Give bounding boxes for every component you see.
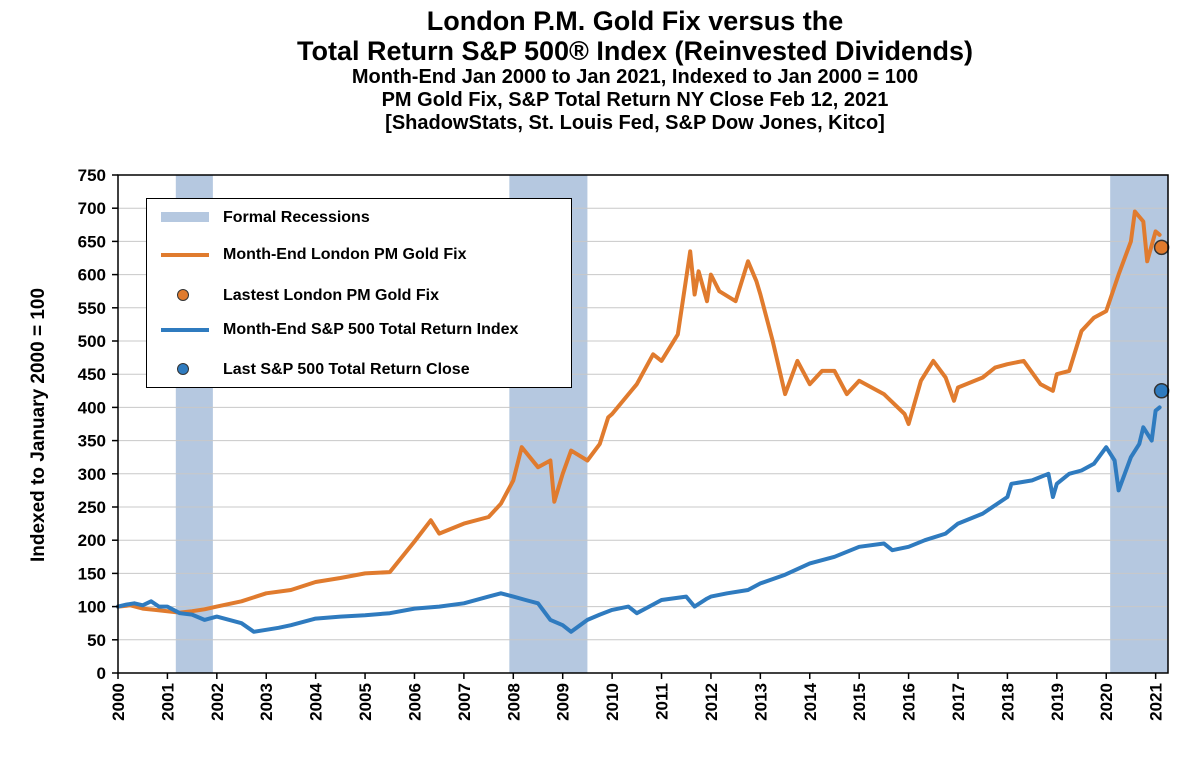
- chart-title-line2: Total Return S&P 500® Index (Reinvested …: [296, 36, 974, 66]
- y-tick-label-700: 700: [78, 199, 106, 218]
- legend-swatch-sp-dot: [177, 363, 189, 375]
- x-tick-label-2008: 2008: [504, 683, 523, 721]
- y-tick-label-650: 650: [78, 232, 106, 251]
- legend-swatch-recessions: [161, 212, 209, 222]
- x-tick-label-2004: 2004: [307, 682, 326, 720]
- x-tick-label-2018: 2018: [998, 683, 1017, 721]
- y-tick-label-100: 100: [78, 598, 106, 617]
- x-tick-label-2017: 2017: [949, 683, 968, 721]
- x-tick-label-2001: 2001: [158, 683, 177, 721]
- x-tick-label-2002: 2002: [208, 683, 227, 721]
- x-tick-label-2015: 2015: [850, 683, 869, 721]
- series-line-gold: [116, 209, 1162, 615]
- x-tick-label-2014: 2014: [801, 682, 820, 720]
- marker-latest-gold: [1153, 239, 1170, 256]
- x-tick-label-2006: 2006: [405, 683, 424, 721]
- legend-item-sp-line: Month-End S&P 500 Total Return Index: [159, 317, 518, 343]
- x-tick-label-2019: 2019: [1048, 683, 1067, 721]
- y-tick-label-50: 50: [87, 631, 106, 650]
- legend-item-sp-dot: Last S&P 500 Total Return Close: [159, 357, 470, 383]
- legend-label-recessions: Formal Recessions: [223, 209, 370, 226]
- legend-item-recessions: Formal Recessions: [159, 205, 370, 231]
- marker-latest-sp500: [1153, 383, 1170, 399]
- legend-swatch-gold-line: [161, 253, 209, 257]
- legend-label-gold-line: Month-End London PM Gold Fix: [223, 246, 467, 263]
- legend-label-sp-dot: Last S&P 500 Total Return Close: [223, 361, 470, 378]
- y-tick-label-500: 500: [78, 332, 106, 351]
- x-tick-label-2016: 2016: [900, 683, 919, 721]
- y-tick-label-0: 0: [97, 664, 106, 683]
- plot-area-frame: [117, 174, 1169, 674]
- chart-subtitle-line2: PM Gold Fix, S&P Total Return NY Close F…: [381, 89, 889, 111]
- y-tick-label-300: 300: [78, 465, 106, 484]
- y-tick-label-750: 750: [78, 166, 106, 185]
- chart-subtitle-line1: Month-End Jan 2000 to Jan 2021, Indexed …: [351, 66, 919, 88]
- x-tick-label-2000: 2000: [109, 683, 128, 721]
- legend-swatch-gold-dot: [177, 289, 189, 301]
- y-tick-label-600: 600: [78, 266, 106, 285]
- y-tick-label-400: 400: [78, 398, 106, 417]
- recession-band-3: [1110, 175, 1168, 673]
- x-tick-label-2007: 2007: [455, 683, 474, 721]
- x-tick-label-2020: 2020: [1097, 683, 1116, 721]
- y-tick-label-450: 450: [78, 365, 106, 384]
- x-tick-label-2009: 2009: [554, 683, 573, 721]
- y-tick-label-350: 350: [78, 432, 106, 451]
- y-tick-label-250: 250: [78, 498, 106, 517]
- legend-label-gold-dot: Lastest London PM Gold Fix: [223, 287, 439, 304]
- legend-label-sp-line: Month-End S&P 500 Total Return Index: [223, 321, 519, 338]
- x-tick-label-2012: 2012: [702, 683, 721, 721]
- series-line-sp500: [116, 405, 1162, 634]
- legend: Formal Recessions Month-End London PM Go…: [146, 198, 572, 388]
- legend-item-gold-dot: Lastest London PM Gold Fix: [159, 283, 439, 309]
- chart-sources: [ShadowStats, St. Louis Fed, S&P Dow Jon…: [385, 112, 885, 134]
- chart-title-line1: London P.M. Gold Fix versus the: [426, 6, 844, 36]
- x-tick-label-2003: 2003: [257, 683, 276, 721]
- y-tick-label-550: 550: [78, 299, 106, 318]
- y-tick-label-150: 150: [78, 564, 106, 583]
- x-tick-label-2021: 2021: [1147, 683, 1166, 721]
- y-axis-label: Indexed to January 2000 = 100: [28, 288, 49, 562]
- legend-item-gold-line: Month-End London PM Gold Fix: [159, 242, 467, 268]
- x-tick-label-2013: 2013: [751, 683, 770, 721]
- x-tick-label-2005: 2005: [356, 683, 375, 721]
- legend-swatch-sp-line: [161, 328, 209, 332]
- x-tick-label-2010: 2010: [603, 683, 622, 721]
- x-tick-label-2011: 2011: [653, 683, 672, 720]
- y-tick-label-200: 200: [78, 531, 106, 550]
